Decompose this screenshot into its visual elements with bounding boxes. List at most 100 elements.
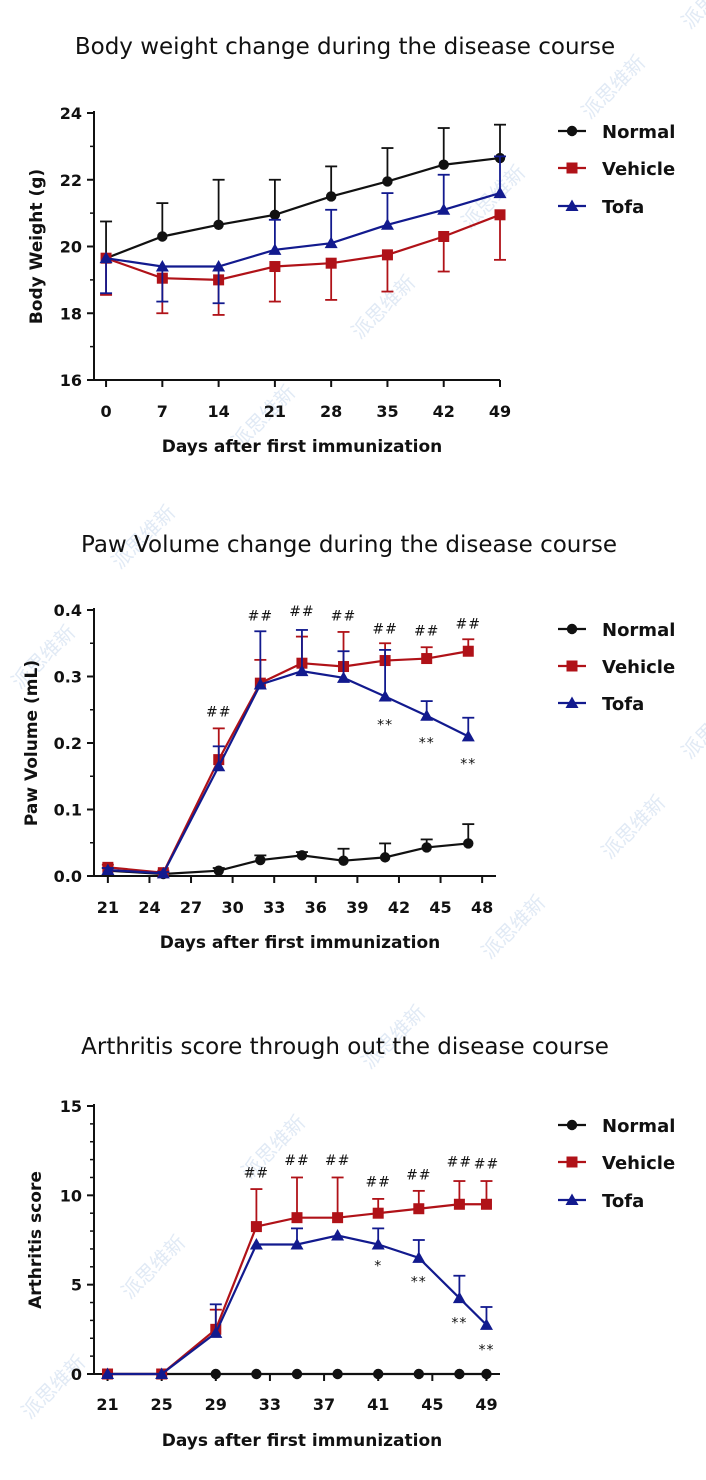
y-tick-label: 5: [71, 1276, 82, 1295]
y-tick-label: 15: [60, 1097, 82, 1116]
data-point: [290, 1237, 304, 1250]
data-point: [421, 842, 432, 853]
data-point: [101, 1367, 115, 1379]
data-point: [213, 865, 224, 876]
x-axis-label: Days after first immunization: [162, 1431, 443, 1451]
chart-2: Paw Volume change during the disease cou…: [22, 532, 675, 953]
data-point: [479, 1318, 493, 1330]
y-tick-label: 16: [60, 371, 82, 390]
significance-annotation: ##: [365, 1174, 390, 1190]
x-tick-label: 49: [475, 1395, 497, 1414]
data-point: [268, 243, 282, 255]
data-point: [212, 260, 226, 272]
data-point: [373, 1368, 384, 1380]
significance-annotation: ##: [406, 1167, 431, 1183]
data-point: [420, 709, 434, 721]
x-tick-label: 21: [97, 898, 119, 917]
data-point: [269, 261, 281, 273]
data-point: [380, 218, 394, 230]
data-point: [379, 852, 391, 863]
x-axis-label: Days after first immunization: [162, 437, 443, 457]
data-point: [325, 257, 337, 269]
data-point: [291, 1212, 303, 1224]
chart-1: Body weight change during the disease co…: [27, 34, 675, 457]
watermark-text: 派思维新: [347, 270, 421, 344]
significance-annotation: **: [478, 1342, 494, 1358]
x-tick-label: 7: [157, 402, 168, 421]
x-tick-label: 41: [367, 1395, 389, 1414]
legend-label: Tofa: [602, 197, 644, 218]
data-point: [269, 209, 281, 220]
legend-marker: [566, 1119, 578, 1131]
charts: Body weight change during the disease co…: [22, 34, 675, 1451]
data-point: [371, 1237, 385, 1250]
legend-label: Normal: [602, 122, 675, 143]
x-tick-label: 14: [207, 402, 229, 421]
y-tick-label: 0.1: [54, 801, 82, 820]
y-tick-label: 0.4: [54, 601, 82, 620]
data-point: [480, 1198, 492, 1210]
x-tick-label: 0: [100, 402, 111, 421]
significance-annotation: ##: [331, 609, 356, 625]
data-point: [438, 159, 449, 170]
data-point: [332, 1212, 344, 1224]
data-point: [381, 249, 393, 261]
series-tofa: [101, 629, 475, 879]
x-tick-label: 28: [320, 402, 342, 421]
x-axis-label: Days after first immunization: [160, 933, 441, 953]
series-tofa: [101, 1227, 493, 1379]
series-line: [107, 670, 469, 875]
data-point: [412, 1251, 426, 1263]
y-axis-label: Body Weight (g): [27, 169, 47, 324]
legend-marker: [565, 696, 579, 708]
y-tick-label: 18: [60, 304, 82, 323]
significance-annotation: ##: [456, 617, 481, 633]
legend-label: Normal: [602, 1116, 675, 1137]
watermark-text: 派思维新: [17, 1350, 91, 1424]
legend-label: Vehicle: [602, 159, 675, 180]
data-point: [212, 759, 226, 772]
data-point: [463, 838, 474, 849]
x-tick-label: 24: [138, 898, 160, 917]
data-point: [331, 1229, 345, 1241]
x-tick-label: 45: [429, 898, 451, 917]
data-point: [462, 645, 474, 657]
significance-annotation: **: [419, 736, 435, 752]
significance-annotation: **: [377, 718, 393, 734]
data-point: [255, 854, 266, 866]
data-point: [156, 866, 170, 879]
series-line: [107, 1203, 487, 1376]
watermark-text: 派思维新: [117, 1230, 191, 1304]
significance-annotation: ##: [206, 704, 231, 720]
data-point: [101, 863, 115, 876]
data-point: [251, 1368, 262, 1380]
watermark-text: 派思维新: [677, 690, 706, 764]
legend-marker: [565, 199, 579, 211]
data-point: [493, 186, 507, 199]
data-point: [210, 1368, 221, 1380]
significance-annotation: ##: [372, 621, 397, 637]
legend-marker: [566, 623, 578, 635]
x-tick-label: 27: [180, 898, 202, 917]
legend-marker: [566, 1156, 578, 1168]
x-tick-label: 48: [471, 898, 493, 917]
x-tick-label: 42: [433, 402, 455, 421]
chart-title: Paw Volume change during the disease cou…: [81, 532, 617, 558]
legend-marker: [565, 1193, 579, 1205]
data-point: [250, 1221, 262, 1233]
data-point: [295, 664, 309, 677]
data-point: [338, 855, 349, 866]
data-point: [461, 729, 475, 742]
x-tick-label: 45: [421, 1395, 443, 1414]
x-tick-label: 33: [263, 898, 285, 917]
data-point: [438, 230, 450, 242]
data-point: [372, 1207, 384, 1219]
x-tick-label: 36: [305, 898, 327, 917]
watermark-text: 派思维新: [677, 0, 706, 34]
y-tick-label: 0.0: [54, 867, 82, 886]
legend-label: Vehicle: [602, 657, 675, 678]
significance-annotation: ##: [414, 623, 439, 639]
data-point: [99, 251, 113, 264]
series-vehicle: [100, 209, 506, 316]
